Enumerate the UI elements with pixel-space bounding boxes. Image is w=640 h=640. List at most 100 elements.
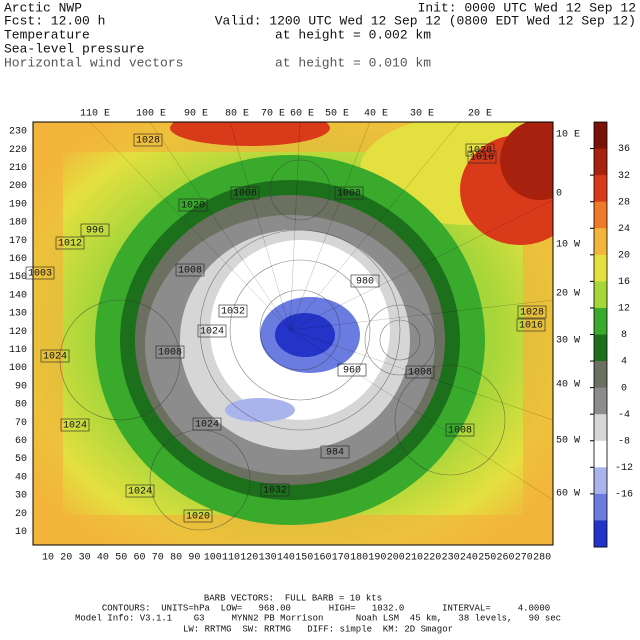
longitude-label: 20 W	[556, 289, 580, 300]
grid-index-label: 180	[9, 218, 27, 229]
pressure-label-box	[60, 418, 90, 432]
grid-index-label: 30	[15, 491, 27, 502]
grid-index-label: 140	[277, 553, 295, 564]
pressure-label-box	[80, 223, 110, 237]
pressure-label-box	[467, 150, 497, 164]
grid-index-label: 30	[79, 553, 91, 564]
grid-index-label: 160	[9, 254, 27, 265]
map-field	[33, 122, 553, 545]
grid-index-label: 80	[170, 553, 182, 564]
pressure-label-box	[155, 345, 185, 359]
grid-index-label: 190	[368, 553, 386, 564]
grid-index-label: 240	[460, 553, 478, 564]
grid-index-label: 160	[313, 553, 331, 564]
footer-line: CONTOURS: UNITS=hPa LOW= 968.00 HIGH= 10…	[102, 603, 550, 613]
pressure-label-box	[197, 324, 227, 338]
pressure-label: 1012	[58, 239, 82, 250]
pressure-label-box	[25, 266, 55, 280]
colorbar-label: 32	[618, 171, 630, 182]
longitude-label: 60 W	[556, 489, 580, 500]
colorbar-label: 36	[618, 144, 630, 155]
pressure-label-box	[517, 305, 547, 319]
pressure-label-box	[260, 483, 290, 497]
colorbar-swatch	[594, 520, 607, 548]
hot-region	[170, 122, 330, 146]
map-frame	[32, 121, 554, 546]
grid-index-label: 220	[423, 553, 441, 564]
pressure-label-box	[465, 143, 495, 157]
pressure-label: 1020	[181, 201, 205, 212]
pressure-label: 1024	[43, 352, 67, 363]
colorbar-swatch	[594, 440, 607, 468]
pressure-label-box	[334, 186, 364, 200]
colorbar-swatch	[594, 387, 607, 415]
pressure-label: 960	[343, 366, 361, 377]
pressure-label: 1024	[200, 327, 224, 338]
longitude-label: 20 E	[468, 109, 492, 120]
pressure-label-box	[40, 349, 70, 363]
longitude-label: 30 E	[410, 109, 434, 120]
grid-index-label: 120	[9, 327, 27, 338]
longitude-label: 60 E	[290, 109, 314, 120]
footer-line: LW: RRTMG SW: RRTMG DIFF: simple KM: 2D …	[183, 624, 453, 634]
pressure-label: 1008	[448, 426, 472, 437]
grid-index-label: 40	[97, 553, 109, 564]
colorbar-swatch	[594, 148, 607, 176]
pressure-label: 1024	[195, 420, 219, 431]
colorbar-swatch	[594, 467, 607, 495]
longitude-label: 40 W	[556, 380, 580, 391]
grid-index-label: 50	[15, 454, 27, 465]
grid-index-label: 110	[222, 553, 240, 564]
grid-index-label: 80	[15, 400, 27, 411]
colorbar-swatch	[594, 281, 607, 309]
longitude-label: 80 E	[225, 109, 249, 120]
pressure-label-box	[350, 274, 380, 288]
grid-index-label: 100	[204, 553, 222, 564]
longitude-label: 40 E	[364, 109, 388, 120]
longitude-label: 70 E	[261, 109, 285, 120]
field-name: Temperature	[4, 27, 90, 42]
pressure-label: 1016	[470, 153, 494, 164]
grid-index-label: 190	[9, 199, 27, 210]
pressure-label: 1008	[337, 189, 361, 200]
grid-index-label: 20	[15, 509, 27, 520]
grid-index-label: 230	[9, 127, 27, 138]
footer-line: Model Info: V3.1.1 G3 MYNN2 PB Morrison …	[75, 613, 561, 623]
pressure-label: 1020	[186, 512, 210, 523]
colorbar-label: -12	[615, 463, 633, 474]
grid-index-label: 270	[515, 553, 533, 564]
grid-index-label: 150	[295, 553, 313, 564]
colorbar-label: 8	[621, 330, 627, 341]
colorbar-label: 20	[618, 250, 630, 261]
pressure-label: 1008	[158, 348, 182, 359]
pressure-label-box	[337, 363, 367, 377]
grid-index-label: 200	[9, 181, 27, 192]
pressure-label: 1003	[28, 269, 52, 280]
pressure-label-box	[55, 236, 85, 250]
colorbar-swatch	[594, 175, 607, 203]
colorbar-swatch	[594, 334, 607, 362]
pressure-label-box	[320, 445, 350, 459]
pressure-label: 1016	[519, 321, 543, 332]
grid-index-label: 150	[9, 272, 27, 283]
grid-index-label: 120	[240, 553, 258, 564]
grid-index-label: 90	[15, 381, 27, 392]
longitude-label: 110 E	[80, 109, 110, 120]
longitude-label: 50 E	[325, 109, 349, 120]
pressure-label-box	[125, 484, 155, 498]
grid-index-label: 180	[350, 553, 368, 564]
grid-index-label: 130	[9, 309, 27, 320]
field-level: at height = 0.010 km	[275, 55, 431, 70]
colorbar-label: -4	[618, 410, 630, 421]
colorbar-label: 12	[618, 304, 630, 315]
pressure-label: 1028	[136, 136, 160, 147]
grid-index-label: 210	[405, 553, 423, 564]
grid-index-label: 280	[533, 553, 551, 564]
forecast-hour: Fcst: 12.00 h	[4, 13, 105, 28]
pressure-label: 1024	[128, 487, 152, 498]
colorbar-swatch	[594, 307, 607, 335]
pressure-label: 1008	[233, 189, 257, 200]
longitude-label: 100 E	[136, 109, 166, 120]
